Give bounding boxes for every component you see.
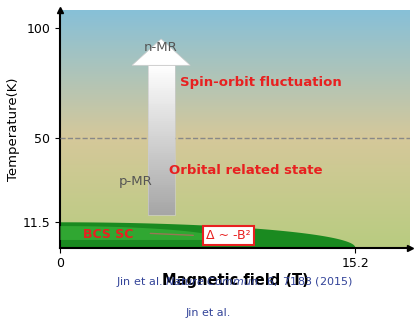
Text: Spin-orbit fluctuation: Spin-orbit fluctuation (180, 76, 341, 89)
Bar (147, 78, 175, 80)
Bar (147, 92, 175, 93)
Bar (147, 86, 175, 88)
Y-axis label: Temperature(K): Temperature(K) (7, 77, 20, 181)
Bar (147, 149, 175, 151)
Bar (147, 127, 175, 129)
Bar (147, 75, 175, 76)
Bar (147, 175, 175, 177)
Bar (147, 148, 175, 149)
Bar (147, 136, 175, 138)
Bar (147, 188, 175, 190)
Bar (147, 183, 175, 185)
Bar (147, 179, 175, 181)
Bar (147, 116, 175, 117)
Bar (147, 80, 175, 82)
Bar (147, 181, 175, 183)
Bar (147, 90, 175, 92)
Bar (147, 153, 175, 155)
Bar (147, 132, 175, 134)
Bar (147, 168, 175, 170)
Bar (147, 119, 175, 121)
Bar (147, 194, 175, 196)
Bar (147, 205, 175, 207)
Bar (147, 76, 175, 78)
Bar (147, 211, 175, 213)
Bar (147, 140, 175, 142)
Bar (147, 93, 175, 95)
Bar (147, 202, 175, 204)
Bar (147, 134, 175, 136)
Bar (147, 190, 175, 192)
Text: Orbital related state: Orbital related state (169, 164, 322, 177)
Bar (147, 138, 175, 140)
Bar (147, 95, 175, 97)
Bar (147, 108, 175, 110)
Bar (147, 125, 175, 127)
Bar (147, 131, 175, 132)
Bar (147, 117, 175, 119)
Bar (147, 155, 175, 157)
Bar (147, 185, 175, 187)
Text: p-MR: p-MR (118, 175, 152, 188)
Polygon shape (60, 222, 355, 248)
Bar (147, 146, 175, 148)
Bar (147, 151, 175, 153)
Bar (147, 69, 175, 71)
Bar (147, 173, 175, 175)
Bar (147, 88, 175, 90)
Bar (147, 71, 175, 73)
Bar (147, 192, 175, 194)
Bar (147, 209, 175, 211)
Bar (147, 196, 175, 198)
X-axis label: Magnetic field (T): Magnetic field (T) (162, 273, 308, 288)
Bar (147, 187, 175, 188)
Bar (147, 142, 175, 144)
Text: n-MR: n-MR (144, 41, 177, 54)
Bar (147, 112, 175, 114)
Bar (147, 82, 175, 84)
Bar (147, 170, 175, 172)
Bar (147, 103, 175, 105)
Bar (147, 99, 175, 101)
Bar (147, 65, 175, 67)
Polygon shape (60, 226, 223, 240)
Text: Δ ~ -B²: Δ ~ -B² (206, 229, 250, 242)
Bar (147, 213, 175, 215)
Bar (147, 97, 175, 99)
Bar (147, 110, 175, 112)
Bar (147, 204, 175, 205)
Bar (147, 73, 175, 75)
Text: Jin et al. $\it{Nature\ Commun.\ 6,\ 7183\ (2015)}$: Jin et al. $\it{Nature\ Commun.\ 6,\ 718… (116, 275, 353, 289)
Text: BCS SC: BCS SC (84, 228, 134, 241)
Bar (147, 101, 175, 103)
Bar (147, 84, 175, 86)
Bar (147, 166, 175, 168)
Polygon shape (132, 39, 190, 65)
Bar (147, 198, 175, 200)
Bar (147, 105, 175, 106)
Bar (147, 144, 175, 146)
Bar (147, 106, 175, 108)
Bar (147, 114, 175, 116)
Bar (147, 65, 175, 215)
Bar (147, 162, 175, 164)
Bar (147, 157, 175, 159)
Text: Jin et al.: Jin et al. (186, 308, 234, 318)
Bar (147, 67, 175, 69)
Bar (147, 121, 175, 123)
Bar (147, 200, 175, 202)
Bar (147, 207, 175, 209)
Bar (147, 172, 175, 173)
Bar (147, 129, 175, 131)
Bar (147, 164, 175, 166)
Bar (147, 177, 175, 179)
Bar (147, 123, 175, 125)
Bar (147, 159, 175, 161)
Bar (147, 161, 175, 162)
